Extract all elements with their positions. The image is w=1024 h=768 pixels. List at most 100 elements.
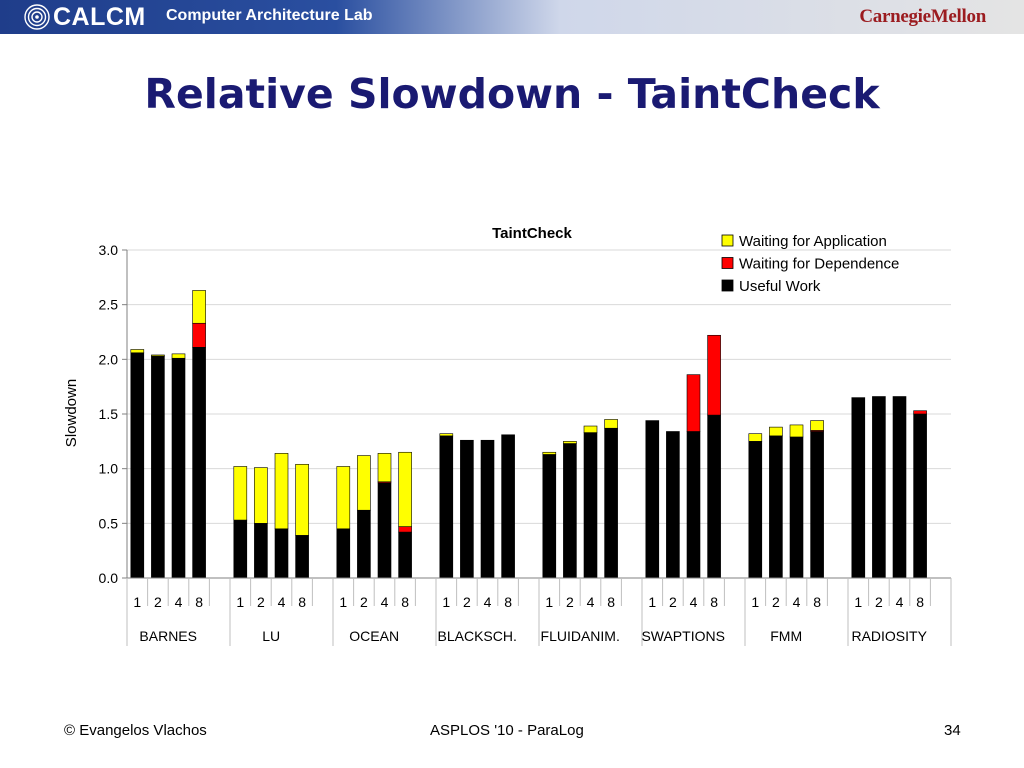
lab-name: Computer Architecture Lab	[166, 7, 373, 24]
bar-segment	[357, 509, 371, 579]
bar-segment	[398, 451, 412, 527]
bar-segment	[542, 454, 557, 579]
x-thread-label: 1	[133, 594, 141, 610]
x-thread-label: 4	[896, 594, 904, 610]
x-thread-label: 1	[648, 594, 656, 610]
footer-author: © Evangelos Vlachos	[64, 722, 207, 739]
x-thread-label: 2	[875, 594, 883, 610]
bar-segment	[439, 435, 454, 579]
x-group-label: LU	[262, 628, 280, 644]
bar-segment	[686, 374, 701, 432]
x-thread-label: 2	[360, 594, 368, 610]
bar-segment	[563, 443, 577, 579]
x-group-label: BLACKSCH.	[438, 628, 517, 644]
x-thread-label: 1	[442, 594, 450, 610]
x-thread-label: 8	[710, 594, 718, 610]
legend-label: Useful Work	[739, 278, 821, 295]
bar-segment	[377, 453, 392, 483]
legend-swatch	[721, 234, 734, 247]
bar-segment	[748, 433, 763, 442]
y-tick-label: 1.0	[99, 461, 119, 477]
calcm-logo-icon	[24, 4, 50, 30]
y-tick-label: 0.5	[99, 515, 119, 531]
banner-right	[560, 0, 1024, 34]
legend-swatch	[721, 257, 734, 269]
legend-swatch	[721, 279, 734, 292]
legend-label: Waiting for Dependence	[739, 256, 899, 273]
bar-segment	[748, 441, 763, 579]
bar-segment	[192, 347, 206, 579]
bar-segment	[377, 482, 392, 579]
bar-segment	[913, 413, 927, 579]
x-thread-label: 8	[607, 594, 615, 610]
y-tick-label: 3.0	[99, 242, 119, 258]
bar-segment	[789, 436, 804, 579]
x-thread-label: 8	[916, 594, 924, 610]
x-thread-label: 4	[587, 594, 595, 610]
bar-segment	[274, 528, 289, 579]
bar-segment	[810, 420, 824, 431]
bar-segment	[913, 410, 927, 415]
bar-segment	[872, 396, 886, 579]
bar-segment	[398, 531, 412, 579]
bar-segment	[892, 396, 907, 579]
bar-segment	[563, 441, 577, 444]
x-thread-label: 2	[154, 594, 162, 610]
x-group-label: RADIOSITY	[851, 628, 927, 644]
bar-segment	[707, 414, 721, 579]
x-thread-label: 8	[195, 594, 203, 610]
x-thread-label: 4	[278, 594, 286, 610]
x-thread-label: 1	[236, 594, 244, 610]
x-thread-label: 4	[381, 594, 389, 610]
bar-segment	[254, 523, 268, 579]
banner-left	[0, 0, 560, 34]
bar-segment	[460, 439, 474, 579]
x-thread-label: 1	[545, 594, 553, 610]
x-thread-label: 4	[690, 594, 698, 610]
bar-segment	[336, 466, 351, 530]
y-tick-label: 2.5	[99, 297, 119, 313]
bar-segment	[789, 424, 804, 438]
y-tick-label: 0.0	[99, 570, 119, 586]
x-thread-label: 1	[751, 594, 759, 610]
bar-segment	[398, 526, 412, 533]
slide-title: Relative Slowdown - TaintCheck	[144, 70, 880, 118]
chart-title: TaintCheck	[492, 225, 572, 242]
bar-segment	[604, 419, 618, 429]
bar-segment	[357, 455, 371, 511]
x-thread-label: 2	[772, 594, 780, 610]
x-thread-label: 2	[257, 594, 265, 610]
legend-label: Waiting for Application	[739, 233, 887, 250]
x-thread-label: 8	[401, 594, 409, 610]
bar-segment	[542, 451, 557, 455]
bar-segment	[645, 420, 660, 579]
bar-segment	[295, 463, 309, 536]
bar-segment	[130, 349, 145, 354]
footer-page-number: 34	[944, 722, 961, 739]
y-tick-label: 1.5	[99, 406, 119, 422]
bar-segment	[769, 435, 783, 579]
x-thread-label: 8	[298, 594, 306, 610]
bar-segment	[769, 426, 783, 437]
x-thread-label: 1	[339, 594, 347, 610]
logo-text: CALCM	[53, 3, 146, 31]
bar-segment	[851, 397, 866, 579]
bar-segment	[480, 439, 495, 579]
bar-segment	[233, 466, 248, 521]
university-logo: CarnegieMellon	[859, 6, 986, 27]
x-thread-label: 8	[504, 594, 512, 610]
bar-segment	[686, 431, 701, 579]
bar-segment	[171, 353, 186, 359]
x-group-label: OCEAN	[349, 628, 399, 644]
x-group-label: BARNES	[139, 628, 197, 644]
bar-segment	[130, 352, 145, 579]
footer-venue: ASPLOS '10 - ParaLog	[430, 722, 584, 739]
bar-segment	[810, 431, 824, 579]
x-thread-label: 4	[793, 594, 801, 610]
bar-segment	[583, 432, 598, 579]
x-thread-label: 2	[463, 594, 471, 610]
bar-segment	[151, 355, 165, 579]
bar-segment	[295, 535, 309, 579]
bar-segment	[192, 290, 206, 324]
x-thread-label: 2	[566, 594, 574, 610]
